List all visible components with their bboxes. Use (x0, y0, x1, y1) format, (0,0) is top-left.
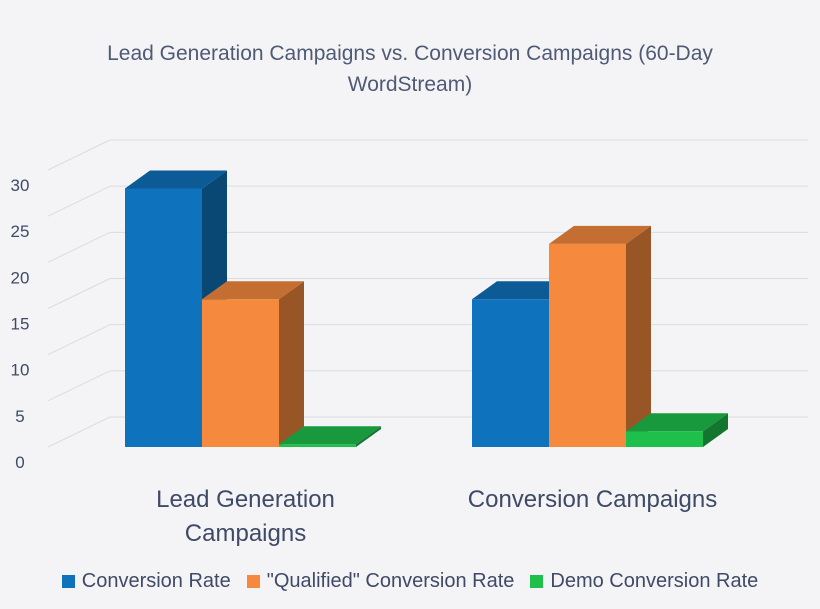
y-tick-label: 25 (11, 222, 30, 241)
gridline-side (47, 278, 111, 309)
bar-front (202, 299, 279, 447)
bar-top (626, 413, 728, 432)
gridline-side (47, 370, 111, 402)
gridline-side (47, 324, 111, 356)
legend-label-qualified-conversion-rate: "Qualified" Conversion Rate (266, 570, 515, 592)
y-tick-label: 10 (11, 361, 30, 380)
bar (279, 426, 381, 447)
gridline-side (47, 185, 111, 217)
y-tick-label: 0 (15, 453, 24, 472)
legend-swatch-qualified-conversion-rate (246, 575, 260, 588)
bar-top (125, 170, 227, 189)
legend-item-qualified-conversion-rate: "Qualified" Conversion Rate (246, 570, 515, 593)
bar (549, 225, 651, 447)
gridline-side (47, 139, 111, 171)
bar-front (549, 243, 626, 447)
chart-plot: 0 5 10 15 20 25 30 Lead Generation Campaigns Conv… (11, 139, 808, 547)
bar-front (125, 188, 202, 447)
y-tick-label: 30 (11, 176, 30, 195)
legend-label-demo-conversion-rate: Demo Conversion Rate (550, 570, 759, 592)
y-tick-label: 5 (15, 407, 24, 426)
bar-side (626, 225, 651, 447)
bar-top (549, 225, 651, 244)
legend-item-demo-conversion-rate: Demo Conversion Rate (530, 570, 758, 593)
legend: Conversion Rate "Qualified" Conversion R… (0, 570, 820, 593)
bar-side (703, 413, 728, 447)
y-tick-label: 20 (11, 268, 30, 287)
bar (202, 281, 304, 447)
legend-swatch-demo-conversion-rate (530, 575, 544, 588)
legend-item-conversion-rate: Conversion Rate (61, 570, 231, 593)
bar-top (279, 426, 381, 445)
bar-top (472, 281, 574, 300)
gridline-side (47, 416, 111, 448)
bar-side (356, 426, 381, 447)
bar-side (279, 281, 304, 447)
chart-title: Lead Generation Campaigns vs. Conversion… (107, 42, 713, 96)
legend-label-conversion-rate: Conversion Rate (81, 570, 231, 592)
category-label: Conversion Campaigns (468, 486, 717, 513)
category-label: Lead Generation Campaigns (156, 486, 335, 547)
bar (626, 413, 728, 447)
bar-front (279, 444, 356, 447)
y-tick-label: 15 (11, 315, 30, 334)
bar-front (472, 299, 549, 447)
bar-front (626, 431, 703, 447)
bar-top (202, 281, 304, 300)
gridline-side (47, 231, 111, 263)
legend-swatch-conversion-rate (61, 575, 75, 588)
